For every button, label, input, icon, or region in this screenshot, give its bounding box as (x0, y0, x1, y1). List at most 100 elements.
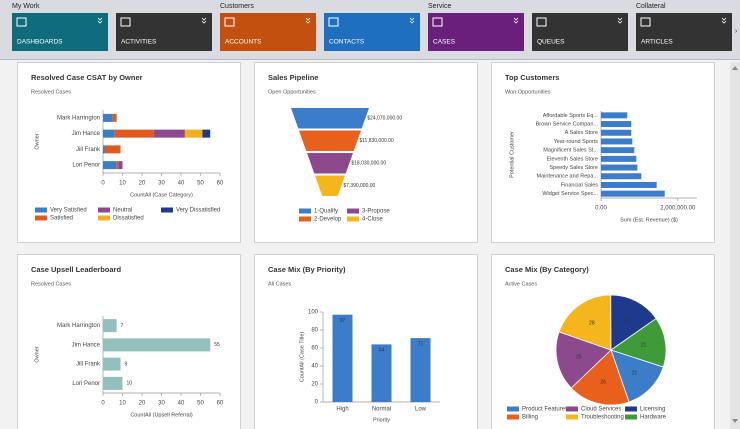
nav-tile[interactable] (220, 13, 316, 51)
legend-label: 4-Close (362, 217, 383, 223)
panel-subtitle: Active Cases (505, 281, 537, 287)
data-label: 55 (214, 342, 220, 348)
y-tick-label: Mark Harrington (57, 115, 100, 121)
legend-swatch (35, 215, 47, 221)
x-tick-label: 20 (139, 181, 146, 187)
y-tick-label: Jim Hance (72, 131, 101, 137)
bar (601, 138, 633, 145)
x-tick-label: 60 (217, 181, 224, 187)
nav-tile-chevron[interactable] (201, 17, 207, 24)
x-tick-label: 60 (217, 401, 224, 407)
nav-tile-label[interactable]: DASHBOARDS (17, 39, 63, 46)
bar (103, 338, 211, 352)
nav-tile-icon (120, 17, 131, 27)
nav-tile-chevron[interactable] (721, 17, 727, 24)
bar (601, 129, 632, 136)
scroll-up[interactable] (732, 66, 738, 70)
nav-tile-chevron[interactable] (409, 17, 415, 24)
nav-tile-label[interactable]: ACCOUNTS (225, 39, 262, 46)
nav-tile-label[interactable]: ARTICLES (641, 39, 673, 46)
legend-label: Product Features (522, 407, 568, 413)
y-tick-label: Widget Service Spec... (542, 191, 598, 197)
bar-segment (118, 161, 123, 170)
nav-group-label: Service (428, 3, 451, 10)
bar-segment (202, 129, 211, 138)
bar (371, 344, 392, 402)
panel-title: Sales Pipeline (268, 73, 318, 82)
nav-tile[interactable] (636, 13, 732, 51)
x-tick-label: 2,000,000.00 (660, 206, 696, 212)
data-label: 28 (589, 320, 595, 326)
x-tick-label: 50 (197, 401, 204, 407)
legend-label: Troubleshooting (581, 415, 624, 421)
bar (103, 376, 123, 390)
nav-tile-icon (432, 17, 443, 27)
nav-tile[interactable] (532, 13, 628, 51)
nav-tile[interactable] (324, 13, 420, 51)
legend-swatch (299, 208, 311, 214)
nav-tile[interactable] (428, 13, 524, 51)
nav-next-arrow[interactable]: › (735, 28, 738, 35)
panel (254, 254, 478, 429)
data-label: 71 (418, 341, 424, 347)
nav-tile-label[interactable]: CONTACTS (329, 39, 365, 46)
x-tick-label: 0.00 (595, 206, 607, 212)
pie-slice (610, 294, 657, 351)
y-tick-label: 20 (311, 382, 318, 388)
nav-tile[interactable] (12, 13, 108, 51)
x-tick-label: 0 (101, 181, 105, 187)
nav-tile-icon (224, 17, 235, 27)
scroll-down[interactable] (732, 419, 738, 423)
nav-tile-label[interactable]: ACTIVITIES (121, 39, 157, 46)
legend-label: Licensing (640, 407, 665, 413)
x-tick-label: 40 (178, 181, 185, 187)
y-tick-label: Magnificent Sales St... (543, 148, 598, 154)
bar (601, 190, 665, 197)
y-tick-label: 40 (311, 364, 318, 370)
bar (601, 112, 628, 119)
nav-tile-icon (328, 17, 339, 27)
nav-tile[interactable] (116, 13, 212, 51)
legend-label: Very Dissatisfied (176, 208, 220, 214)
funnel-segment (291, 108, 369, 129)
legend-swatch (347, 216, 359, 222)
bar-segment (103, 129, 115, 138)
legend-swatch (566, 414, 578, 420)
scrollbar-track[interactable] (730, 62, 740, 429)
y-tick-label: Mark Harrington (57, 323, 100, 329)
bar (601, 164, 638, 171)
bar (601, 147, 635, 154)
nav-tile-label[interactable]: QUEUES (537, 39, 565, 46)
data-label: 10 (127, 381, 133, 387)
nav-tile-label[interactable]: CASES (433, 39, 456, 46)
y-axis-title: CountAll (Case Title) (299, 332, 305, 383)
y-tick-label: A Sales Store (565, 130, 598, 136)
legend-label: 3-Propose (362, 209, 390, 215)
panel-title: Top Customers (505, 73, 559, 82)
nav-tile-chevron[interactable] (617, 17, 623, 24)
legend-label: Satisfied (50, 216, 73, 222)
y-tick-label: Financial Sales (561, 182, 599, 188)
nav-tile-chevron[interactable] (97, 17, 103, 24)
legend-swatch (161, 207, 173, 213)
panel-title: Case Mix (By Priority) (268, 265, 346, 274)
bar (103, 357, 121, 371)
funnel-segment (299, 130, 361, 151)
bar (601, 173, 642, 180)
nav-tile-icon (640, 17, 651, 27)
y-tick-label: Jill Frank (76, 362, 101, 368)
panel-title: Case Mix (By Category) (505, 265, 589, 274)
x-axis-title: Priority (373, 417, 390, 423)
bar-segment (184, 129, 203, 138)
x-tick-label: 20 (139, 401, 146, 407)
legend-swatch (35, 207, 47, 213)
legend-label: Cloud Services (581, 407, 621, 413)
pie-slice (558, 294, 612, 351)
legend-label: Neutral (113, 208, 132, 214)
nav-tile-chevron[interactable] (513, 17, 519, 24)
legend-swatch (98, 215, 110, 221)
nav-tile-chevron[interactable] (305, 17, 311, 24)
pie-slice (610, 318, 667, 368)
pie-slice (555, 331, 612, 389)
